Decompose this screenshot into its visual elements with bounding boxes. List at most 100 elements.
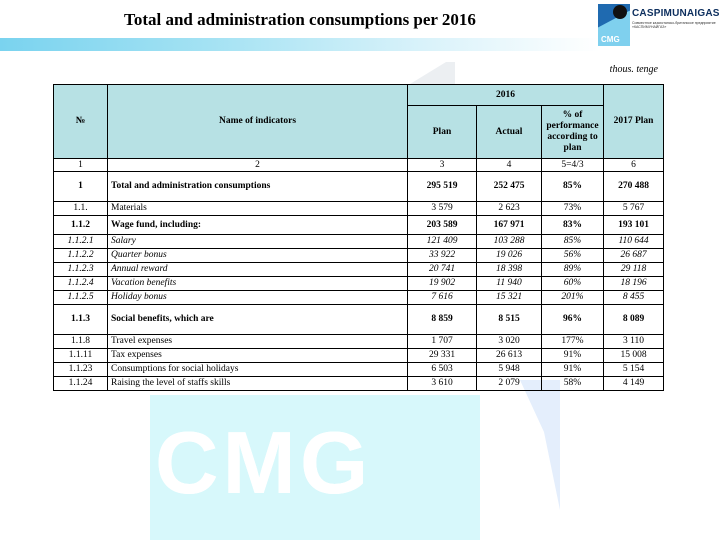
cell-plan2017: 26 687 — [603, 248, 665, 263]
table-row: 1 Total and administration consumptions 29… — [53, 171, 665, 202]
cell-plan: 7 616 — [407, 290, 477, 305]
cell-no: 1.1.24 — [53, 376, 108, 391]
table-row: 1.1. Materials 3 579 2 623 73% 5 767 — [53, 201, 665, 216]
cell-plan2017: 18 196 — [603, 276, 665, 291]
cell-no: 1.1.23 — [53, 362, 108, 377]
cell-name: Total and administration consumptions — [107, 171, 408, 202]
oil-drop-icon — [613, 5, 627, 19]
cell-plan2017: 270 488 — [603, 171, 665, 202]
cell-name: Holiday bonus — [107, 290, 408, 305]
column-number: 4 — [476, 158, 542, 172]
watermark-cmg-text: CMG — [155, 413, 373, 512]
cell-pct: 91% — [540, 362, 605, 377]
cell-actual: 3 020 — [476, 334, 542, 349]
cell-pct: 89% — [540, 262, 605, 277]
watermark-shard — [520, 380, 560, 510]
table-row: 1.1.24 Raising the level of staffs skills… — [53, 376, 665, 391]
cell-pct: 85% — [540, 171, 605, 202]
cell-actual: 2 623 — [476, 201, 542, 216]
cell-no: 1 — [53, 171, 108, 202]
table-row: 1.1.2.2 Quarter bonus 33 922 19 026 56% 26 68… — [53, 248, 665, 263]
header-year-2016: 2016 — [406, 84, 605, 106]
header-2017-plan: 2017 Plan — [603, 84, 665, 159]
header-performance: % of performance according to plan — [540, 105, 605, 159]
cell-pct: 58% — [540, 376, 605, 391]
header-actual: Actual — [476, 105, 542, 159]
cell-plan2017: 193 101 — [603, 215, 665, 235]
logo-mark-text: CMG — [601, 35, 620, 44]
cell-plan2017: 3 110 — [603, 334, 665, 349]
cell-plan2017: 8 455 — [603, 290, 665, 305]
cell-plan: 33 922 — [407, 248, 477, 263]
cell-plan: 203 589 — [407, 215, 477, 235]
cell-actual: 167 971 — [476, 215, 542, 235]
cell-plan2017: 4 149 — [603, 376, 665, 391]
cell-actual: 19 026 — [476, 248, 542, 263]
cell-no: 1.1.2.2 — [53, 248, 108, 263]
cell-pct: 56% — [540, 248, 605, 263]
cell-actual: 5 948 — [476, 362, 542, 377]
cell-no: 1.1.2 — [53, 215, 108, 235]
cell-name: Annual reward — [107, 262, 408, 277]
cell-name: Materials — [107, 201, 408, 216]
cell-plan: 20 741 — [407, 262, 477, 277]
cell-plan2017: 29 118 — [603, 262, 665, 277]
table-row: 1.1.2.5 Holiday bonus 7 616 15 321 201% 8 455 — [53, 290, 665, 305]
watermark-shard-top — [410, 62, 455, 84]
header-gradient-band — [0, 38, 600, 51]
cell-name: Quarter bonus — [107, 248, 408, 263]
table-row: 1.1.3 Social benefits, which are 8 859 8 51… — [53, 304, 665, 335]
cell-plan: 295 519 — [407, 171, 477, 202]
header-name: Name of indicators — [107, 84, 408, 159]
cell-name: Travel expenses — [107, 334, 408, 349]
cell-no: 1.1.2.1 — [53, 234, 108, 249]
logo-company-name: CASPIMUNAIGAS — [632, 8, 720, 19]
header-no: № — [53, 84, 108, 159]
cell-pct: 83% — [540, 215, 605, 235]
unit-label: thous. tenge — [609, 64, 658, 75]
table-row: 1.1.2.4 Vacation benefits 19 902 11 940 60% 1… — [53, 276, 665, 291]
table-row: 1.1.2.1 Salary 121 409 103 288 85% 110 644 — [53, 234, 665, 249]
cell-pct: 201% — [540, 290, 605, 305]
consumptions-table: № Name of indicators 2016 2017 Plan Plan… — [53, 84, 665, 391]
cell-pct: 91% — [540, 348, 605, 363]
cell-no: 1.1.11 — [53, 348, 108, 363]
cell-actual: 8 515 — [476, 304, 542, 335]
column-number: 2 — [107, 158, 408, 172]
cell-no: 1.1.8 — [53, 334, 108, 349]
cell-plan: 6 503 — [407, 362, 477, 377]
cell-name: Raising the level of staffs skills — [107, 376, 408, 391]
table-row: 1.1.11 Tax expenses 29 331 26 613 91% 15 008 — [53, 348, 665, 363]
cell-name: Wage fund, including: — [107, 215, 408, 235]
company-logo: CMG CASPIMUNAIGAS Совместное казахстанск… — [598, 2, 720, 50]
cell-plan: 1 707 — [407, 334, 477, 349]
cell-pct: 73% — [540, 201, 605, 216]
cell-plan: 29 331 — [407, 348, 477, 363]
cell-plan: 3 610 — [407, 376, 477, 391]
cell-no: 1.1.2.4 — [53, 276, 108, 291]
cell-name: Consumptions for social holidays — [107, 362, 408, 377]
cell-actual: 26 613 — [476, 348, 542, 363]
cell-plan2017: 110 644 — [603, 234, 665, 249]
cell-no: 1.1. — [53, 201, 108, 216]
cell-plan2017: 8 089 — [603, 304, 665, 335]
cell-pct: 177% — [540, 334, 605, 349]
cell-no: 1.1.2.3 — [53, 262, 108, 277]
cell-pct: 60% — [540, 276, 605, 291]
table-row: 1.1.2.3 Annual reward 20 741 18 398 89% 29 11… — [53, 262, 665, 277]
table-row: 1.1.2 Wage fund, including: 203 589 167 971… — [53, 215, 665, 235]
logo-mark-icon: CMG — [598, 4, 630, 46]
table-row: 1.1.23 Consumptions for social holidays 6 … — [53, 362, 665, 377]
cell-plan: 3 579 — [407, 201, 477, 216]
table-row: 1.1.8 Travel expenses 1 707 3 020 177% 3 110 — [53, 334, 665, 349]
cell-no: 1.1.2.5 — [53, 290, 108, 305]
column-number: 5=4/3 — [540, 158, 605, 172]
cell-pct: 85% — [540, 234, 605, 249]
column-number-row: 1 2 3 4 5=4/3 6 — [53, 158, 665, 172]
cell-plan: 121 409 — [407, 234, 477, 249]
cell-name: Salary — [107, 234, 408, 249]
cell-no: 1.1.3 — [53, 304, 108, 335]
column-number: 6 — [603, 158, 665, 172]
cell-name: Social benefits, which are — [107, 304, 408, 335]
cell-name: Tax expenses — [107, 348, 408, 363]
